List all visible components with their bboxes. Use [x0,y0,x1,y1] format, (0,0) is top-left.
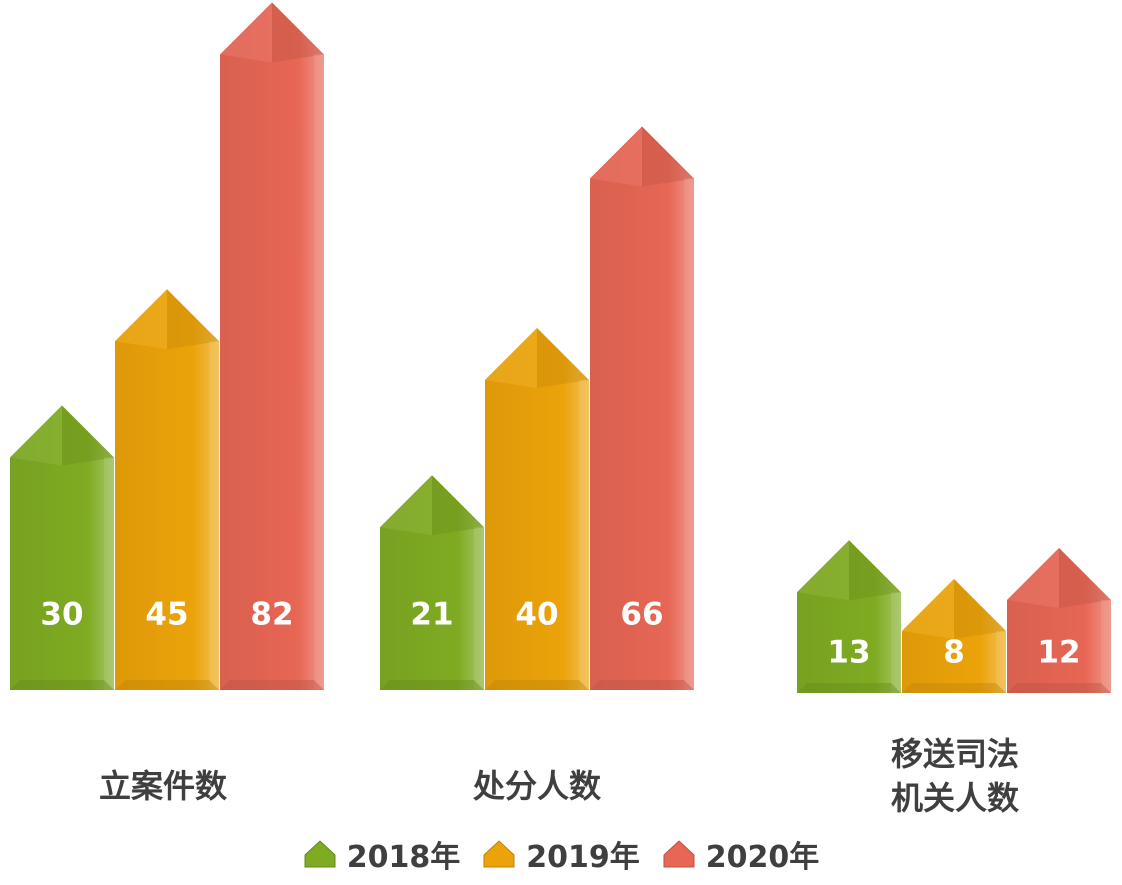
bar-2020年-立案件数 [220,2,324,690]
legend-label-2020: 2020年 [705,840,820,875]
data-label: 21 [410,597,453,633]
legend-marker-2018-icon [304,840,336,868]
category-label: 立案件数 [99,767,228,805]
category-label: 移送司法 [891,735,1019,773]
data-label: 8 [943,635,965,671]
data-label: 45 [145,597,188,633]
legend-item-2018: 2018年 [303,832,461,876]
legend-label-2018: 2018年 [346,840,461,875]
data-label: 82 [250,597,293,633]
bar-2019年-立案件数 [115,289,219,690]
legend-marker-2019-icon [483,840,515,868]
category-label: 机关人数 [891,779,1020,817]
data-label: 12 [1037,635,1080,671]
bar-2020年-移送司法机关人数 [1007,548,1111,693]
category-label: 处分人数 [472,767,602,805]
bar-2018年-立案件数 [10,405,114,690]
data-label: 30 [40,597,83,633]
data-label: 66 [620,597,663,633]
bar-2019年-处分人数 [485,328,589,690]
bar-2019年-移送司法机关人数 [902,579,1006,693]
legend-item-2020: 2020年 [662,832,820,876]
data-label: 13 [827,635,870,671]
legend-label-2019: 2019年 [526,840,640,875]
legend: 2018年 2019年 2020年 [0,826,1122,882]
bar-2018年-处分人数 [380,475,484,690]
legend-item-2019: 2019年 [482,832,640,876]
data-label: 40 [515,597,558,633]
bar-2020年-处分人数 [590,126,694,690]
bar-2018年-移送司法机关人数 [797,540,901,693]
legend-marker-2020-icon [663,840,695,868]
